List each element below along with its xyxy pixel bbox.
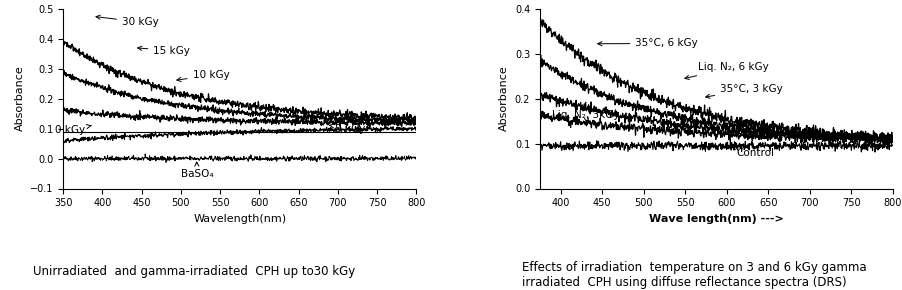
Text: Liq. N₂, 6 kGy: Liq. N₂, 6 kGy [685,62,769,79]
Text: 0 kGy: 0 kGy [55,124,91,135]
X-axis label: Wave length(nm) --->: Wave length(nm) ---> [649,214,784,224]
Text: 35°C, 6 kGy: 35°C, 6 kGy [598,39,698,48]
Text: Control: Control [732,146,775,158]
Text: 10 kGy: 10 kGy [177,70,229,81]
Y-axis label: Absorbance: Absorbance [499,66,510,131]
Text: BaSO₄: BaSO₄ [180,162,214,180]
Text: Unirradiated  and gamma-irradiated  CPH up to30 kGy: Unirradiated and gamma-irradiated CPH up… [33,265,355,278]
Text: 15 kGy: 15 kGy [138,46,190,56]
Text: Effects of irradiation  temperature on 3 and 6 kGy gamma
irradiated  CPH using d: Effects of irradiation temperature on 3 … [522,261,867,289]
X-axis label: Wavelength(nm): Wavelength(nm) [193,214,286,224]
Text: Liq. N₂, 3kGy: Liq. N₂, 3kGy [552,110,620,123]
Text: 35°C, 3 kGy: 35°C, 3 kGy [705,84,783,98]
Text: 30 kGy: 30 kGy [96,15,159,27]
Text: 5 kGy: 5 kGy [329,124,365,134]
Y-axis label: Absorbance: Absorbance [14,66,24,131]
